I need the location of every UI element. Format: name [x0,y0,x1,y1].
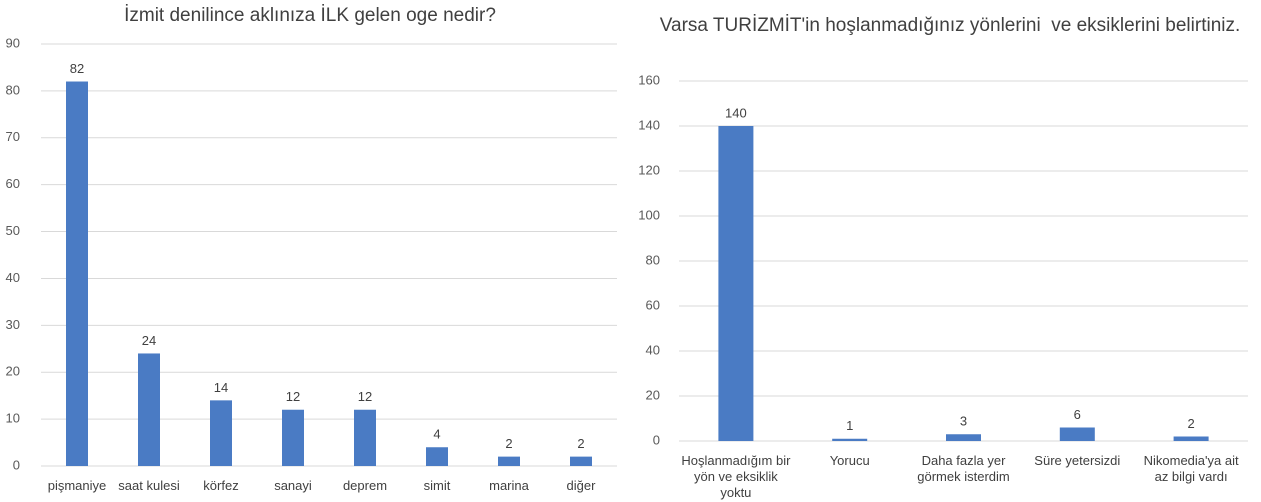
data-label: 24 [142,333,156,348]
bar [1059,427,1095,441]
y-tick-label: 160 [638,72,660,87]
y-tick-label: 90 [6,35,20,50]
y-tick-label: 100 [638,207,660,222]
y-tick-label: 80 [6,82,20,97]
data-label: 12 [286,389,300,404]
bar [946,434,981,441]
y-tick-label: 50 [6,223,20,238]
x-tick-label: körfez [203,478,239,493]
y-tick-label: 70 [6,129,20,144]
x-tick-label: Süre yetersizdi [1034,453,1121,468]
data-label: 1 [846,418,853,433]
bar [426,447,448,466]
bar [718,126,754,441]
bar [1173,436,1209,441]
y-tick-label: 120 [638,162,660,177]
x-tick-label: deprem [342,478,388,493]
y-tick-label: 0 [13,457,20,472]
data-label: 82 [70,61,84,76]
data-label: 12 [358,389,372,404]
chart-title: Varsa TURİZMİT'in hoşlanmadığınız yönler… [659,15,1241,36]
x-tick-label: Hoşlanmadığım bir yön ve eksiklik yoktu [681,453,791,500]
chart-title: İzmit denilince aklınıza İLK gelen oge n… [124,5,496,26]
data-label: 2 [577,436,584,451]
bar [354,409,376,466]
data-label: 3 [960,414,967,429]
x-tick-label: Nikomedia'ya ait az bilgi vardı [1143,453,1239,484]
x-tick-label: pişmaniye [47,478,107,493]
y-tick-label: 60 [6,176,20,191]
bar [282,409,304,466]
bar [210,400,232,466]
y-tick-label: 20 [6,364,20,379]
y-tick-label: 60 [646,297,660,312]
x-tick-label: Yorucu [829,453,870,468]
y-tick-label: 80 [646,252,660,267]
data-label: 4 [433,427,440,442]
x-tick-label: diğer [566,478,596,493]
bar [66,81,88,466]
bar [138,353,160,466]
x-tick-label: marina [489,478,529,493]
y-tick-label: 0 [653,432,660,447]
x-tick-label: saat kulesi [118,478,180,493]
y-tick-label: 40 [646,342,660,357]
bar [498,456,520,466]
data-label: 6 [1074,407,1081,422]
x-tick-label: simit [423,478,451,493]
x-tick-label: Daha fazla yer görmek isterdim [917,453,1010,484]
y-tick-label: 30 [6,317,20,332]
bar [570,456,592,466]
bar [832,438,868,441]
data-label: 140 [725,105,747,120]
y-tick-label: 40 [6,270,20,285]
y-tick-label: 10 [6,411,20,426]
y-tick-label: 20 [646,387,660,402]
y-tick-label: 140 [638,117,660,132]
data-label: 14 [214,380,228,395]
data-label: 2 [1187,416,1194,431]
data-label: 2 [505,436,512,451]
x-tick-label: sanayi [274,478,312,493]
